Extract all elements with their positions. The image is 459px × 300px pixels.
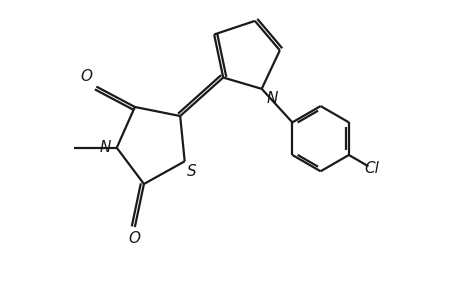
Text: N: N: [100, 140, 111, 155]
Text: N: N: [266, 91, 277, 106]
Text: O: O: [81, 69, 93, 84]
Text: S: S: [186, 164, 196, 178]
Text: O: O: [129, 231, 140, 246]
Text: Cl: Cl: [364, 160, 378, 175]
